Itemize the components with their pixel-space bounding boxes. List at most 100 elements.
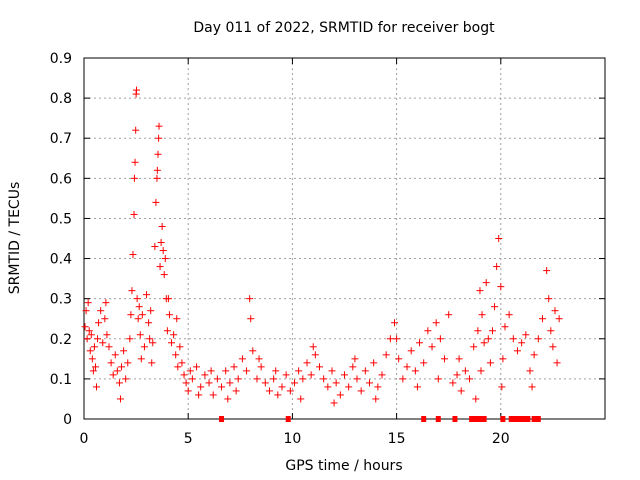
data-point bbox=[188, 375, 196, 383]
data-point bbox=[161, 255, 169, 263]
data-point bbox=[205, 379, 213, 387]
data-point bbox=[374, 383, 382, 391]
data-point bbox=[129, 251, 137, 259]
data-point bbox=[491, 303, 499, 311]
data-point bbox=[148, 359, 156, 367]
data-point bbox=[477, 367, 485, 375]
data-point bbox=[481, 416, 487, 422]
data-point bbox=[174, 363, 182, 371]
data-point bbox=[234, 375, 242, 383]
data-point bbox=[109, 371, 117, 379]
data-point bbox=[416, 339, 424, 347]
data-point bbox=[246, 295, 254, 303]
y-tick-label: 0.9 bbox=[50, 51, 72, 67]
data-point bbox=[436, 335, 444, 343]
data-point bbox=[372, 395, 380, 403]
data-point bbox=[153, 166, 161, 174]
data-point bbox=[290, 379, 298, 387]
data-point bbox=[224, 395, 232, 403]
data-point bbox=[195, 391, 203, 399]
data-point bbox=[134, 315, 142, 323]
data-point bbox=[86, 347, 94, 355]
data-point bbox=[178, 359, 186, 367]
data-point bbox=[432, 319, 440, 327]
data-point bbox=[111, 351, 119, 359]
data-point bbox=[403, 363, 411, 371]
data-point bbox=[130, 174, 138, 182]
data-point bbox=[332, 379, 340, 387]
data-point bbox=[164, 295, 172, 303]
data-point bbox=[421, 416, 427, 422]
data-point bbox=[101, 315, 109, 323]
data-point bbox=[84, 299, 92, 307]
data-point bbox=[97, 307, 105, 315]
data-point bbox=[424, 327, 432, 335]
data-point bbox=[201, 371, 209, 379]
data-point bbox=[163, 327, 171, 335]
data-point bbox=[274, 391, 282, 399]
data-point bbox=[336, 391, 344, 399]
y-tick-label: 0.4 bbox=[50, 252, 72, 268]
data-point bbox=[165, 311, 173, 319]
data-point bbox=[124, 359, 132, 367]
data-point bbox=[295, 367, 303, 375]
data-point bbox=[93, 383, 101, 391]
data-point bbox=[278, 383, 286, 391]
data-point bbox=[349, 363, 357, 371]
data-point bbox=[461, 367, 469, 375]
data-point bbox=[193, 363, 201, 371]
data-point bbox=[218, 383, 226, 391]
data-point bbox=[386, 335, 394, 343]
data-point bbox=[452, 416, 458, 422]
data-point bbox=[526, 367, 534, 375]
data-point bbox=[207, 367, 215, 375]
data-point bbox=[320, 375, 328, 383]
data-point bbox=[147, 307, 155, 315]
data-point bbox=[272, 367, 280, 375]
data-point bbox=[353, 375, 361, 383]
data-point bbox=[509, 335, 517, 343]
data-point bbox=[391, 319, 399, 327]
data-point bbox=[184, 387, 192, 395]
data-point bbox=[345, 383, 353, 391]
data-point bbox=[126, 335, 134, 343]
data-point bbox=[513, 347, 521, 355]
data-point bbox=[176, 343, 184, 351]
x-tick-label: 10 bbox=[283, 431, 301, 447]
data-point bbox=[137, 355, 145, 363]
data-point bbox=[324, 383, 332, 391]
data-point bbox=[472, 395, 480, 403]
data-point bbox=[420, 359, 428, 367]
data-point bbox=[488, 327, 496, 335]
data-point bbox=[131, 158, 139, 166]
data-point bbox=[82, 307, 90, 315]
data-point bbox=[543, 267, 551, 275]
data-point bbox=[484, 335, 492, 343]
data-point bbox=[143, 291, 151, 299]
data-point bbox=[182, 379, 190, 387]
x-axis-label: GPS time / hours bbox=[285, 458, 402, 474]
data-point bbox=[518, 339, 526, 347]
data-point bbox=[149, 339, 157, 347]
data-point bbox=[270, 375, 278, 383]
data-point bbox=[399, 375, 407, 383]
data-point bbox=[525, 416, 531, 422]
data-point bbox=[549, 343, 557, 351]
data-point bbox=[505, 311, 513, 319]
data-point bbox=[94, 335, 102, 343]
data-point bbox=[209, 391, 217, 399]
data-point bbox=[257, 363, 265, 371]
data-point bbox=[315, 363, 323, 371]
data-point bbox=[351, 355, 359, 363]
data-point bbox=[265, 387, 273, 395]
data-point bbox=[470, 343, 478, 351]
data-point bbox=[303, 359, 311, 367]
data-point bbox=[173, 315, 181, 323]
data-point bbox=[411, 367, 419, 375]
data-point bbox=[486, 359, 494, 367]
data-point bbox=[476, 287, 484, 295]
data-point bbox=[135, 303, 143, 311]
y-tick-label: 0.3 bbox=[50, 292, 72, 308]
data-point bbox=[307, 371, 315, 379]
